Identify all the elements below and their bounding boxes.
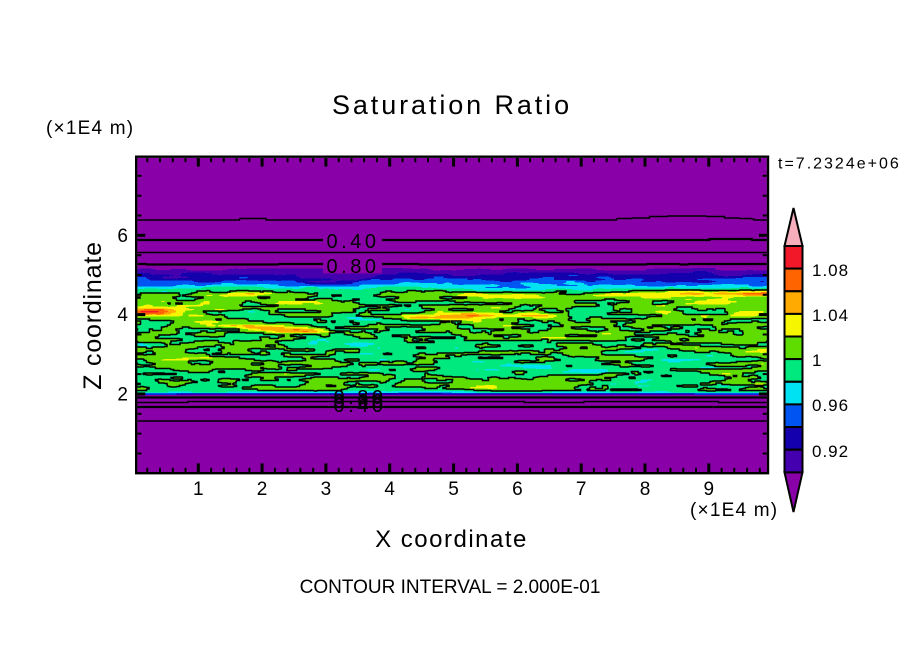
svg-text:0.40: 0.40 <box>334 395 387 417</box>
svg-text:6: 6 <box>512 479 523 500</box>
svg-text:Saturation Ratio: Saturation Ratio <box>332 90 572 120</box>
svg-text:(×1E4 m): (×1E4 m) <box>46 118 134 139</box>
svg-text:8: 8 <box>640 479 651 500</box>
svg-text:4: 4 <box>384 479 395 500</box>
svg-text:2: 2 <box>257 479 268 500</box>
svg-text:0.96: 0.96 <box>812 396 849 415</box>
svg-text:6: 6 <box>117 226 128 247</box>
svg-text:3: 3 <box>321 479 332 500</box>
svg-text:1.04: 1.04 <box>812 306 849 325</box>
svg-text:9: 9 <box>704 479 715 500</box>
svg-text:2: 2 <box>117 385 128 406</box>
svg-text:CONTOUR INTERVAL = 2.000E-01: CONTOUR INTERVAL = 2.000E-01 <box>300 577 601 598</box>
svg-text:7: 7 <box>576 479 587 500</box>
svg-text:(×1E4 m): (×1E4 m) <box>690 500 778 521</box>
svg-text:0.80: 0.80 <box>334 387 387 409</box>
svg-text:5: 5 <box>448 479 459 500</box>
svg-text:0.60: 0.60 <box>334 391 387 413</box>
svg-text:t=7.2324e+06: t=7.2324e+06 <box>778 156 901 173</box>
svg-text:1.08: 1.08 <box>812 261 849 280</box>
svg-text:0.92: 0.92 <box>812 442 849 461</box>
svg-text:X coordinate: X coordinate <box>375 526 528 553</box>
svg-text:1: 1 <box>193 479 204 500</box>
svg-text:0.80: 0.80 <box>327 256 380 278</box>
svg-text:0.40: 0.40 <box>327 231 380 253</box>
svg-text:4: 4 <box>117 305 128 326</box>
svg-text:1: 1 <box>812 351 822 370</box>
svg-text:Z coordinate: Z coordinate <box>79 241 107 390</box>
